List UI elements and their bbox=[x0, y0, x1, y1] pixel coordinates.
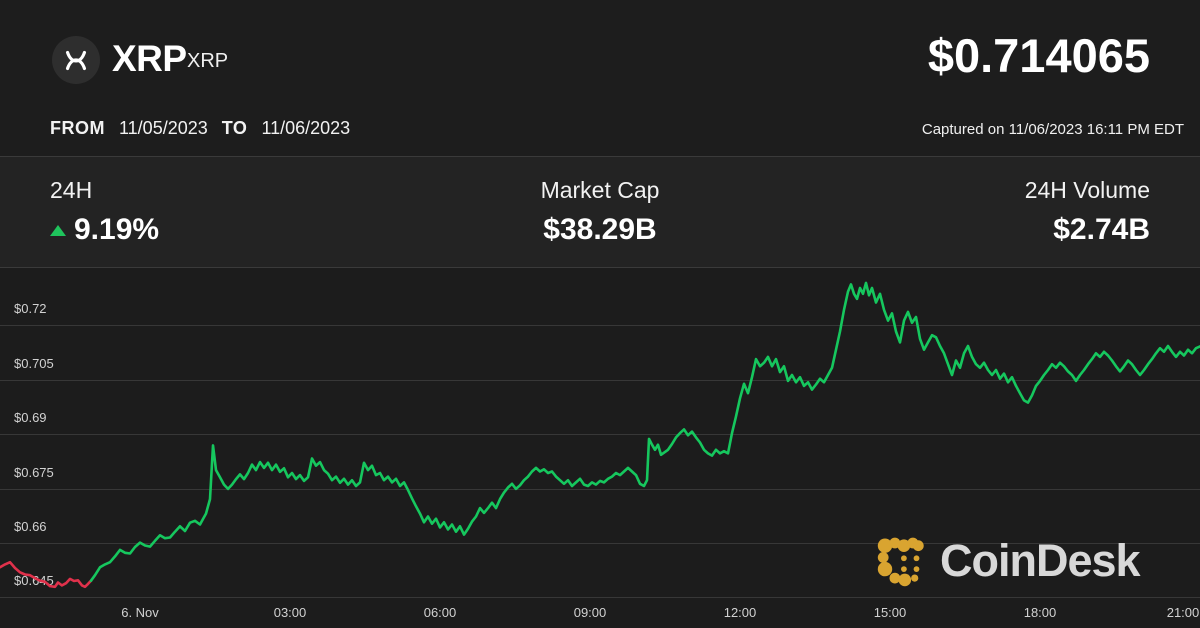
x-tick-6nov: 6. Nov bbox=[121, 605, 159, 620]
price-line-red bbox=[0, 560, 93, 589]
price-chart-canvas bbox=[0, 281, 1200, 589]
y-tick-0.645: $0.645 bbox=[14, 573, 54, 588]
gridline-0.705 bbox=[0, 380, 1200, 381]
coindesk-logo: CoinDesk bbox=[876, 534, 1141, 588]
x-tick-0300: 03:00 bbox=[273, 605, 307, 620]
stat-market-cap: Market Cap $38.29B bbox=[0, 177, 1200, 247]
x-tick-2100: 21:00 bbox=[1166, 605, 1200, 620]
gridline-0.69 bbox=[0, 434, 1200, 435]
stat-24h-change: 24H 9.19% bbox=[50, 177, 159, 247]
coin-ticker: XRP bbox=[187, 50, 229, 72]
x-tick-1500: 15:00 bbox=[873, 605, 907, 620]
gridline-0.72 bbox=[0, 325, 1200, 326]
date-range: FROM 11/05/2023 TO 11/06/2023 bbox=[50, 118, 350, 139]
change-value: 9.19% bbox=[50, 213, 159, 247]
header-divider bbox=[0, 156, 1200, 157]
from-label: FROM bbox=[50, 118, 105, 138]
xrp-logo-icon bbox=[52, 36, 100, 84]
gridline-0.645 bbox=[0, 597, 1200, 598]
coindesk-icon bbox=[877, 537, 924, 587]
gridline-0.675 bbox=[0, 489, 1200, 490]
volume-value: $2.74B bbox=[1053, 213, 1150, 246]
volume-label: 24H Volume bbox=[1024, 177, 1150, 203]
x-tick-0900: 09:00 bbox=[573, 605, 607, 620]
from-date: 11/05/2023 bbox=[119, 118, 208, 138]
to-label: TO bbox=[221, 118, 248, 138]
x-tick-1200: 12:00 bbox=[723, 605, 757, 620]
stat-24h-volume: 24H Volume $2.74B bbox=[1025, 177, 1150, 247]
x-tick-1800: 18:00 bbox=[1023, 605, 1057, 620]
header: XRP XRP $0.714065 FROM 11/05/2023 TO 11/… bbox=[0, 0, 1200, 156]
stats-bar: 24H 9.19% Market Cap $38.29B 24H Volume … bbox=[0, 157, 1200, 267]
y-tick-0.675: $0.675 bbox=[14, 465, 54, 480]
y-tick-0.705: $0.705 bbox=[14, 356, 54, 371]
gridline-0.66 bbox=[0, 543, 1200, 544]
stats-divider bbox=[0, 267, 1200, 268]
current-price: $0.714065 bbox=[927, 29, 1150, 82]
y-tick-0.69: $0.69 bbox=[14, 410, 47, 425]
market-cap-value: $38.29B bbox=[543, 213, 657, 246]
xrp-glyph-icon bbox=[65, 50, 87, 71]
y-tick-0.66: $0.66 bbox=[14, 519, 47, 534]
price-line-green bbox=[89, 281, 1200, 583]
change-label: 24H bbox=[50, 177, 93, 203]
coin-name: XRP bbox=[112, 38, 187, 79]
up-arrow-icon bbox=[50, 224, 66, 236]
market-cap-label: Market Cap bbox=[540, 177, 660, 203]
captured-timestamp: Captured on 11/06/2023 16:11 PM EDT bbox=[921, 121, 1184, 138]
to-date: 11/06/2023 bbox=[261, 118, 351, 138]
x-tick-0600: 06:00 bbox=[423, 605, 457, 620]
coindesk-wordmark: CoinDesk bbox=[940, 535, 1141, 586]
chart-area: $0.72 $0.705 $0.69 $0.675 $0.66 $0.645 6… bbox=[0, 268, 1200, 628]
y-tick-0.72: $0.72 bbox=[14, 301, 47, 316]
